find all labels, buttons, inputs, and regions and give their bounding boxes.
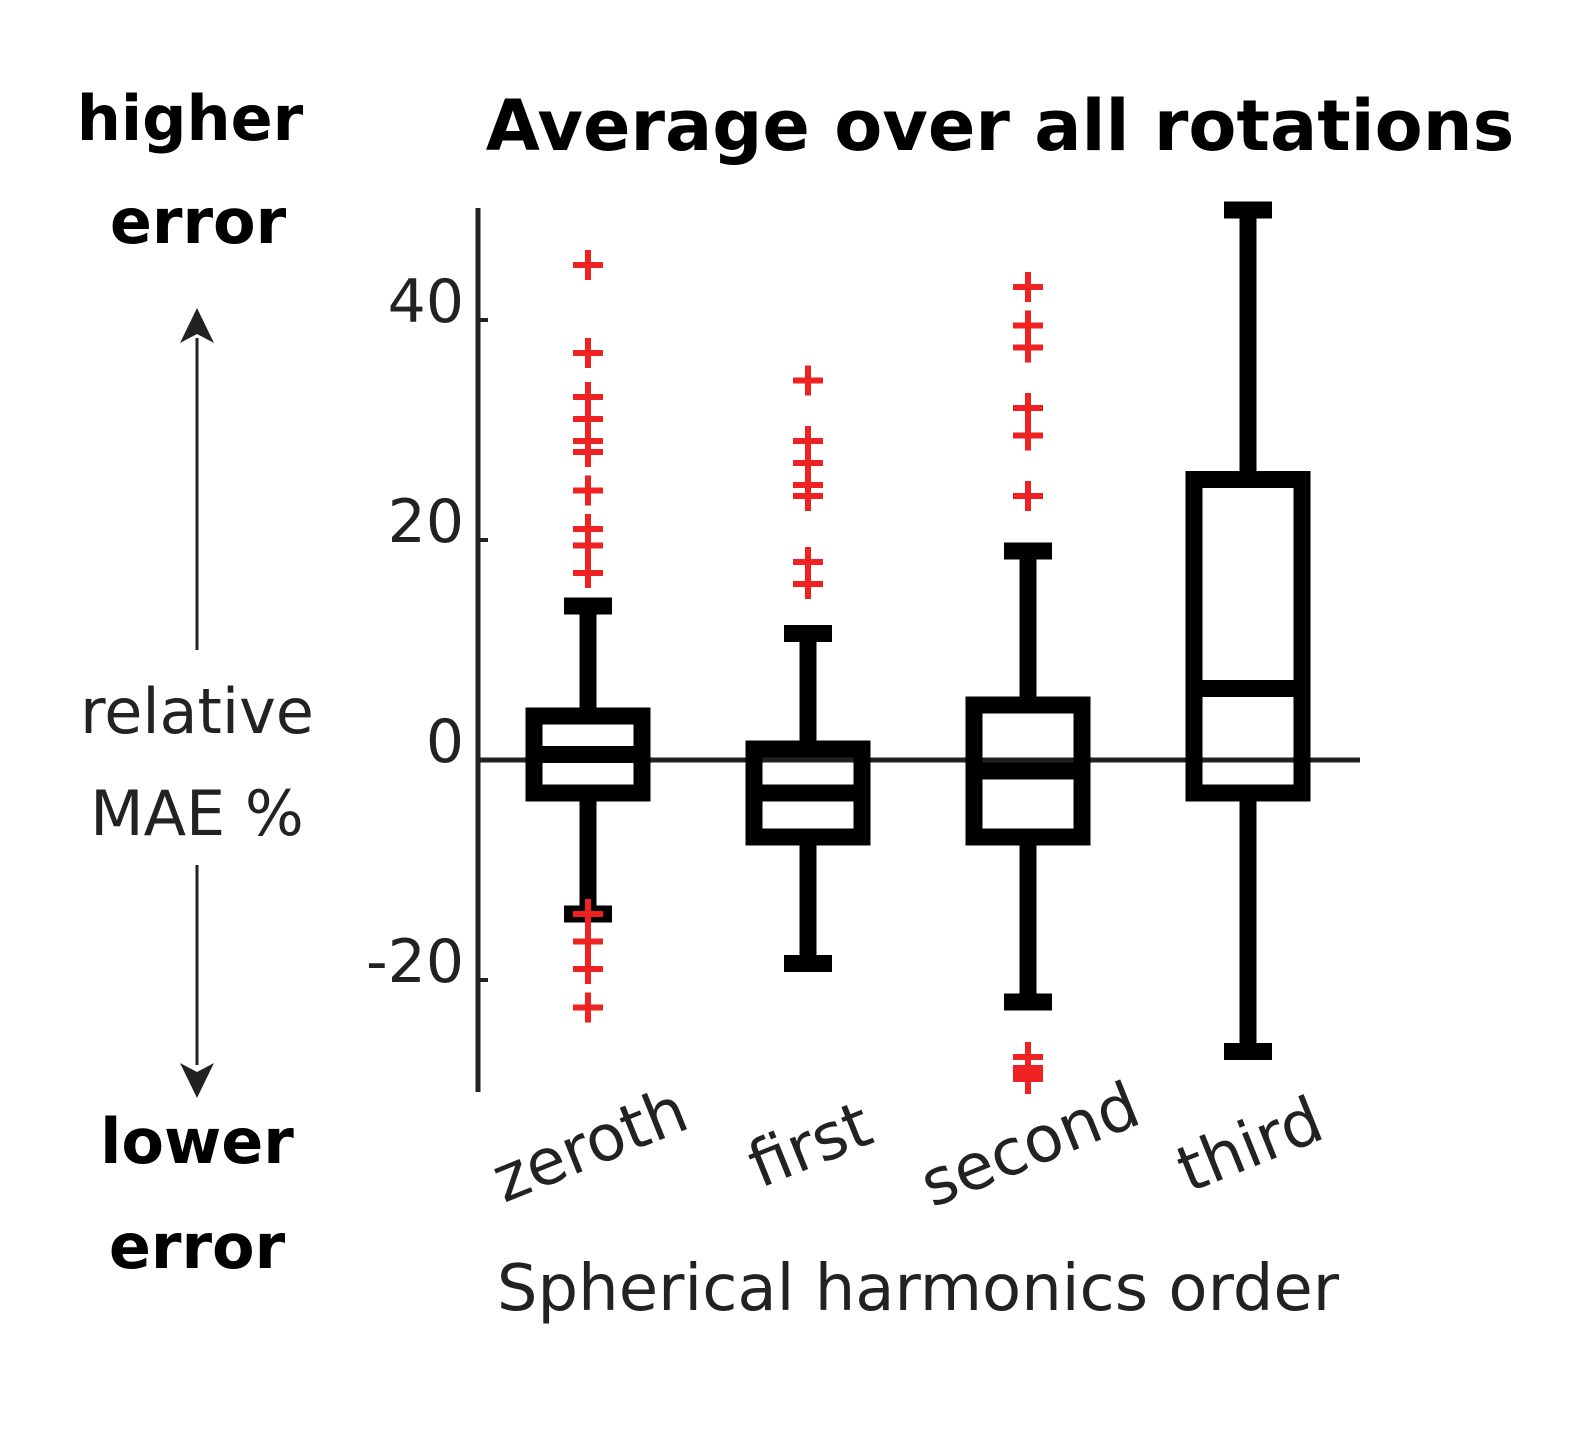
box-zeroth-outlier	[573, 250, 603, 280]
x-tick-label-third: third	[1167, 1083, 1333, 1208]
box-zeroth-outlier	[573, 437, 603, 467]
down-arrow-icon	[180, 865, 214, 1098]
box-third-iqr-rect	[1185, 471, 1311, 802]
x-tick-label-first: first	[738, 1088, 882, 1203]
higher-error-line2: error	[110, 185, 287, 258]
box-zeroth-outlier	[573, 558, 603, 588]
x-axis-label: Spherical harmonics order	[497, 1252, 1340, 1326]
box-zeroth-outlier	[573, 992, 603, 1023]
y-tick-label: 40	[388, 267, 464, 337]
box-zeroth-outlier	[573, 899, 603, 929]
box-first-outlier	[793, 569, 823, 599]
ylabel-line2: MAE %	[90, 777, 304, 850]
lower-error-line1: lower	[100, 1105, 294, 1178]
lower-error-line2: error	[109, 1210, 286, 1283]
box-second-outlier	[1013, 1064, 1043, 1094]
higher-error-line1: higher	[77, 82, 304, 155]
box-first-outlier	[793, 481, 823, 511]
box-second-outlier	[1013, 332, 1043, 363]
x-tick-label-zeroth: zeroth	[482, 1073, 698, 1218]
box-first-outlier	[793, 365, 823, 396]
chart-title: Average over all rotations	[486, 85, 1515, 167]
box-second-outlier	[1013, 272, 1043, 302]
y-tick-label: 0	[426, 707, 464, 777]
box-second-outlier	[1013, 481, 1043, 511]
box-zeroth-outlier	[573, 954, 603, 984]
box-zeroth-outlier	[573, 530, 603, 561]
box-zeroth-outlier	[573, 926, 603, 957]
box-zeroth-outlier	[573, 475, 603, 506]
box-second-outlier	[1013, 393, 1043, 423]
box-second-outlier	[1013, 420, 1043, 451]
y-tick-label: -20	[366, 927, 464, 997]
up-arrow-icon	[180, 308, 214, 650]
y-tick-label: 20	[388, 487, 464, 557]
ylabel-line1: relative	[80, 675, 314, 748]
box-zeroth-outlier	[573, 338, 603, 368]
